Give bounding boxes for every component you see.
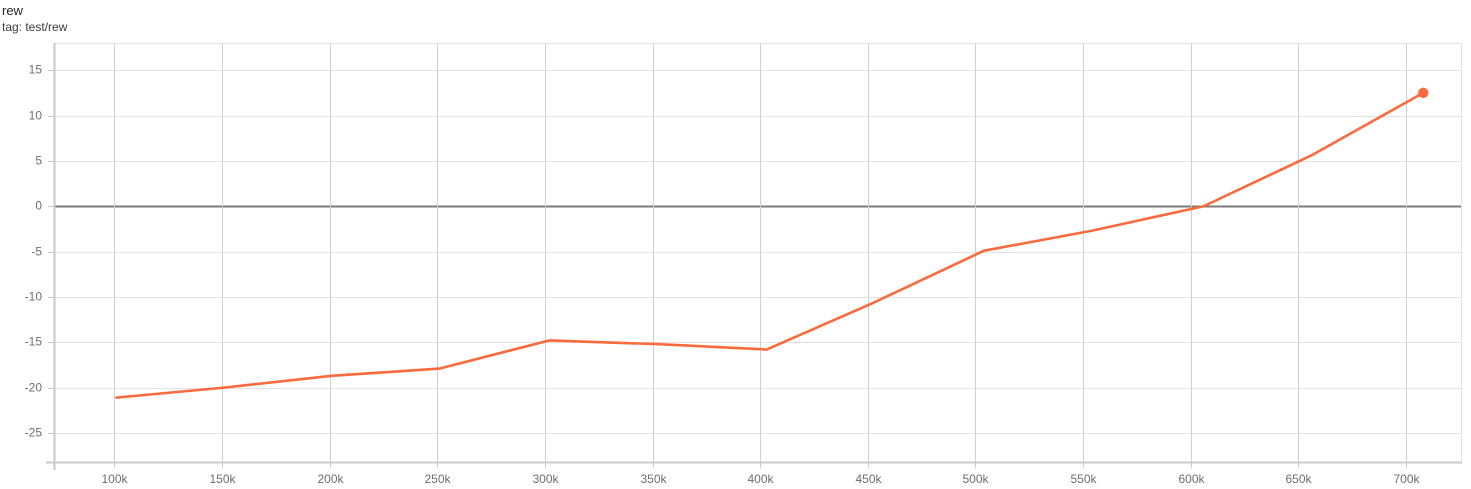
x-axis-tick-label: 250k (424, 472, 451, 486)
y-axis-tick-label: 15 (29, 63, 43, 77)
chart-subtitle-tag: tag: test/rew (2, 20, 68, 34)
x-axis-tick-label: 650k (1285, 472, 1312, 486)
x-axis-tick-label: 200k (317, 472, 344, 486)
y-axis-tick-label: -25 (25, 426, 43, 440)
y-axis-tick-label: 0 (35, 199, 42, 213)
x-axis-tick-label: 300k (532, 472, 559, 486)
y-axis-tick-label: 10 (29, 109, 43, 123)
x-axis-tick-label: 350k (640, 472, 667, 486)
axis-labels-layer: 15 10 5 0 -5 -10 -15 -20 -25 100k 150k 200k 250k 300k… (25, 63, 1421, 486)
x-axis-tick-label: 150k (209, 472, 236, 486)
y-axis-tick-label: 5 (35, 154, 42, 168)
y-axis-tick-label: -15 (25, 335, 43, 349)
series-line-0[interactable] (115, 91, 1425, 399)
y-axis-tick-label: -5 (31, 245, 42, 259)
y-axis-tick-label: -20 (25, 381, 43, 395)
x-axis-tick-label: 450k (855, 472, 882, 486)
x-axis-tick-label: 100k (101, 472, 128, 486)
series-last-point-marker-0[interactable] (1418, 87, 1429, 99)
y-axis-tick-label: -10 (25, 290, 43, 304)
x-axis-tick-label: 500k (962, 472, 989, 486)
x-axis-tick-label: 700k (1393, 472, 1420, 486)
grid-layer (54, 43, 1462, 462)
series-layer[interactable] (115, 87, 1429, 399)
x-axis-tick-label: 550k (1070, 472, 1097, 486)
x-axis-tick-label: 400k (747, 472, 774, 486)
x-axis-tick-label: 600k (1178, 472, 1205, 486)
page-title: rew (2, 3, 23, 18)
axes-layer (46, 43, 1462, 470)
chart-header: rew tag: test/rew (0, 0, 67, 35)
